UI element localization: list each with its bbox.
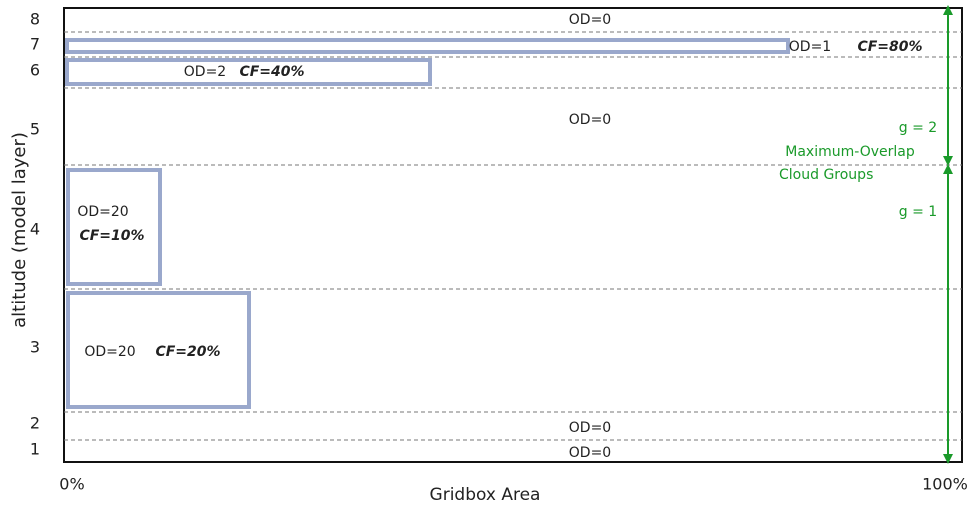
frame (63, 7, 963, 463)
x-end-label: 100% (922, 475, 968, 494)
y-axis-title: altitude (model layer) (9, 132, 30, 328)
cf-label: CF=40% (239, 64, 304, 80)
od-label: OD=2 (184, 64, 226, 80)
layer-label: 4 (30, 220, 40, 239)
cf-label: CF=80% (857, 39, 922, 55)
layer-label: 6 (30, 61, 40, 80)
group-caption: Maximum-Overlap (785, 144, 915, 160)
group-label: g = 1 (899, 204, 937, 220)
od-label: OD=0 (569, 445, 611, 461)
layer-boundaries (64, 31, 962, 441)
od-label: OD=0 (569, 12, 611, 28)
layer-label: 3 (30, 338, 40, 357)
cloud-boxes (65, 38, 790, 409)
x-axis-title: Gridbox Area (430, 485, 541, 505)
od-label: OD=20 (84, 344, 135, 360)
od-label: OD=1 (789, 39, 831, 55)
cf-label: CF=20% (155, 344, 220, 360)
x-start-label: 0% (59, 475, 84, 494)
group-caption: Cloud Groups (779, 167, 873, 183)
od-label: OD=0 (569, 112, 611, 128)
cf-label: CF=10% (79, 228, 144, 244)
od-label: OD=0 (569, 420, 611, 436)
layer-label: 8 (30, 10, 40, 29)
od-label: OD=20 (77, 204, 128, 220)
layer-label: 2 (30, 414, 40, 433)
layer-label: 1 (30, 440, 40, 459)
layer-label: 5 (30, 120, 40, 139)
group-label: g = 2 (899, 120, 937, 136)
layer-label: 7 (30, 35, 40, 54)
